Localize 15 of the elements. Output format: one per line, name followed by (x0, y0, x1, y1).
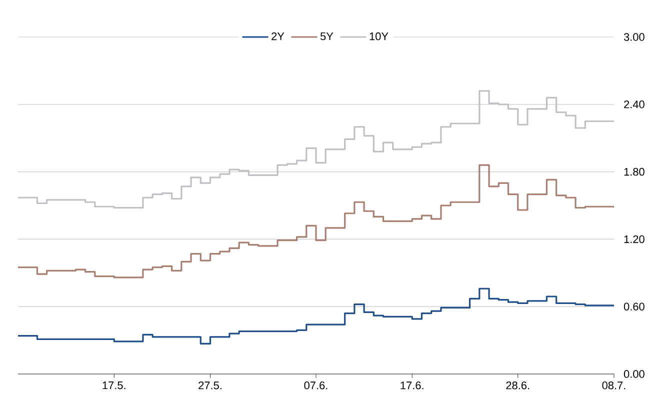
x-tick-label: 28.6. (506, 382, 530, 390)
x-tick-label: 17.5. (102, 382, 126, 390)
legend-label: 2Y (272, 32, 284, 40)
y-tick-label: 2.40 (624, 100, 644, 108)
x-tick-label: 08.7. (602, 382, 626, 390)
x-tick-label: 27.5. (198, 382, 222, 390)
legend-label: 10Y (370, 32, 388, 40)
y-tick-label: 1.80 (624, 168, 644, 176)
x-tick-label: 17.6. (400, 382, 424, 390)
legend-label: 5Y (320, 32, 334, 40)
y-tick-label: 3.00 (624, 33, 644, 41)
x-tick-label: 07.6. (304, 382, 328, 390)
y-tick-label: 0.00 (624, 370, 644, 378)
y-tick-label: 0.60 (624, 302, 644, 310)
y-tick-label: 1.20 (624, 235, 644, 244)
